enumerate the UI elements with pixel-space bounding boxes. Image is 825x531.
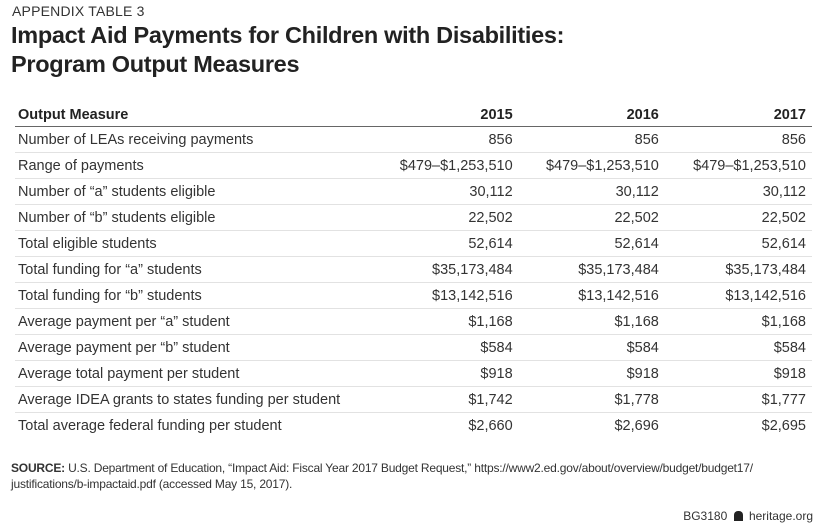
cell-value: $918 [518,360,665,387]
cell-value: 856 [518,126,665,153]
cell-value: $1,778 [518,386,665,413]
report-code: BG3180 [683,509,728,523]
row-label: Average payment per “b” student [15,334,371,361]
cell-value: 52,614 [518,230,665,257]
row-label: Average IDEA grants to states funding pe… [15,386,371,413]
row-label: Number of “a” students eligible [15,178,371,205]
row-label: Total funding for “b” students [15,282,371,309]
table-row: Average IDEA grants to states funding pe… [15,386,812,413]
cell-value: $584 [370,334,519,361]
cell-value: $584 [664,334,812,361]
cell-value: 30,112 [518,178,665,205]
source-label: SOURCE: [11,461,65,475]
cell-value: 52,614 [664,230,812,257]
table-row: Total funding for “a” students $35,173,48… [15,256,812,283]
column-header: Output Measure [15,103,371,127]
row-label: Number of “b” students eligible [15,204,371,231]
column-header: 2017 [664,103,812,127]
cell-value: 22,502 [370,204,519,231]
source-note: SOURCE: U.S. Department of Education, “I… [11,460,811,492]
cell-value: $13,142,516 [664,282,812,309]
cell-value: $13,142,516 [518,282,665,309]
column-header: 2015 [370,103,519,127]
liberty-bell-icon [733,511,743,521]
site-link[interactable]: heritage.org [748,509,813,523]
cell-value: 30,112 [370,178,519,205]
cell-value: $35,173,484 [370,256,519,283]
cell-value: 856 [664,126,812,153]
cell-value: $1,168 [664,308,812,335]
cell-value: $2,696 [614,417,659,434]
column-header: 2016 [518,103,665,127]
table-row: Total funding for “b” students $13,142,51… [15,282,812,309]
row-label: Total funding for “a” students [15,256,371,283]
cell-value: 856 [370,126,519,153]
cell-value: $479–$1,253,510 [664,152,812,179]
table-row: Number of LEAs receiving payments 856 856 8… [15,126,812,153]
cell-value: $1,777 [664,386,812,413]
cell-value: $479–$1,253,510 [518,152,665,179]
header-row: Output Measure 2015 2016 2017 [15,103,812,127]
cell-value: $35,173,484 [518,256,665,283]
cell-value: $1,168 [370,308,519,335]
row-label: Total eligible students [15,230,371,257]
table-row: Range of payments $479–$1,253,510 $479–$1,… [15,152,812,179]
cell-value: $1,168 [518,308,665,335]
table-label: APPENDIX TABLE 3 [12,3,145,19]
cell-value: $918 [664,360,812,387]
cell-value: 22,502 [664,204,812,231]
cell-value: 22,502 [518,204,665,231]
row-label: Range of payments [15,152,371,179]
cell-value: $584 [518,334,665,361]
source-text: U.S. Department of Education, “Impact Ai… [11,461,753,491]
table-row: Total eligible students 52,614 52,614 52,61… [15,230,812,257]
output-measures-table: Output Measure 2015 2016 2017 Number of LEA… [15,103,812,438]
row-label: Average payment per “a” student [15,308,371,335]
cell-value: $918 [370,360,519,387]
page-title: Impact Aid Payments for Children with Di… [11,21,564,79]
cell-value: $35,173,484 [664,256,812,283]
row-label: Average total payment per student [15,360,371,387]
table-row: Average total payment per student $918 $91… [15,360,812,387]
table-row: Average payment per “b” student $584 $584 $… [15,334,812,361]
table-row: Average payment per “a” student $1,168 $1,… [15,308,812,335]
table-row: Total average federal funding per studen… [15,413,812,439]
cell-value: 52,614 [370,230,519,257]
row-label: Total average federal funding per studen… [18,417,282,434]
title-line-2: Program Output Measures [11,51,300,77]
cell-value: 30,112 [664,178,812,205]
footer: BG3180 heritage.org [683,509,813,523]
cell-value: $2,660 [468,417,513,434]
cell-value: $1,742 [370,386,519,413]
cell-value: $2,695 [761,417,806,434]
row-label: Number of LEAs receiving payments [15,126,371,153]
table-row: Number of “b” students eligible 22,502 22,… [15,204,812,231]
title-line-1: Impact Aid Payments for Children with Di… [11,22,565,48]
cell-value: $13,142,516 [370,282,519,309]
table-row: Number of “a” students eligible 30,112 30,… [15,178,812,205]
cell-value: $479–$1,253,510 [370,152,519,179]
